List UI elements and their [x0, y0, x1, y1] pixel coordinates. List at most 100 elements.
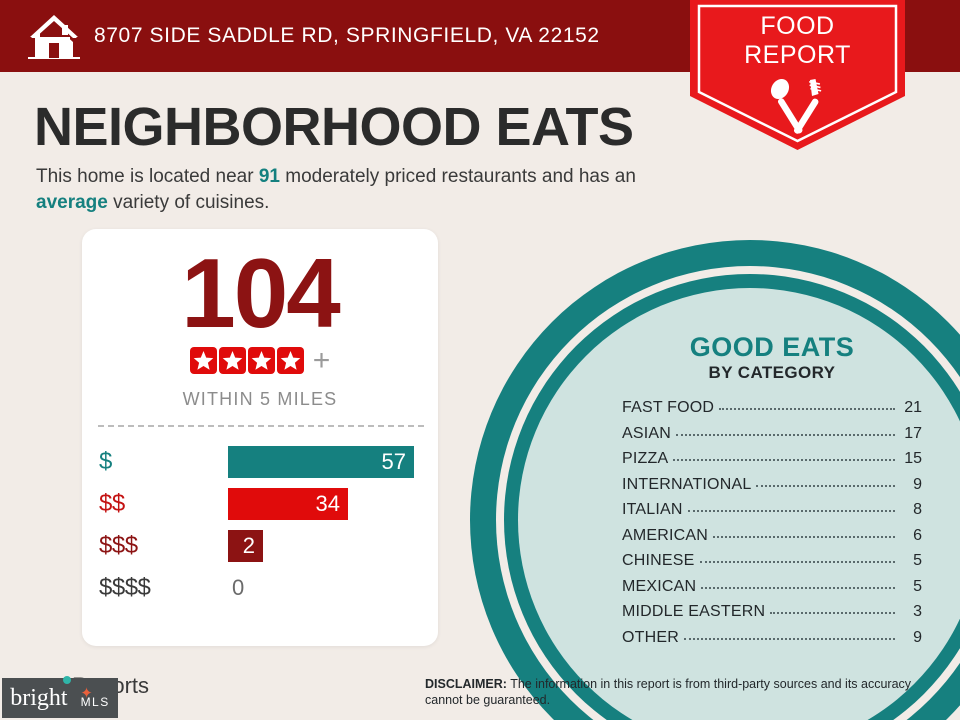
category-count: 17 — [904, 424, 922, 442]
badge-shield-shape — [690, 0, 905, 150]
category-count: 9 — [913, 475, 922, 493]
plus-sign: + — [312, 344, 331, 377]
logo-wordmark: bright ✦ — [10, 676, 93, 711]
price-bar-track: 34 — [228, 488, 348, 520]
good-eats-row: AMERICAN 6 — [622, 527, 922, 553]
house-icon — [28, 15, 80, 59]
price-bar-value: 34 — [315, 491, 340, 516]
dot-leader — [701, 586, 895, 589]
logo-mls-text: MLS — [80, 695, 110, 709]
category-label: MEXICAN — [622, 577, 697, 595]
star-icon — [247, 347, 275, 374]
spoon-fork-icon — [770, 78, 822, 134]
within-radius-label: WITHIN 5 MILES — [182, 389, 338, 409]
good-eats-row: MIDDLE EASTERN 3 — [622, 603, 922, 629]
category-count: 5 — [913, 552, 922, 569]
category-label: MIDDLE EASTERN — [622, 603, 766, 620]
price-level-label: $ — [99, 448, 112, 475]
page-title: NEIGHBORHOOD EATS — [34, 97, 634, 157]
subtitle-text-3: variety of cuisines. — [107, 192, 270, 213]
star-icon — [218, 347, 246, 374]
price-bar-row: $57 — [82, 441, 438, 483]
good-eats-subtitle: BY CATEGORY — [708, 363, 836, 382]
page-subtitle: This home is located near 91 moderately … — [36, 164, 666, 216]
category-count: 8 — [913, 501, 922, 518]
category-label: CHINESE — [622, 552, 695, 569]
star-icon — [189, 347, 217, 374]
property-address: 8707 SIDE SADDLE RD, SPRINGFIELD, VA 221… — [94, 24, 600, 47]
category-label: INTERNATIONAL — [622, 475, 752, 493]
header-content: 8707 SIDE SADDLE RD, SPRINGFIELD, VA 221… — [28, 0, 600, 72]
price-level-chart: $57 $$ 34 $$$ 2 $$$$ 0 — [82, 441, 438, 609]
brightmls-logo: bright ✦ MLS — [2, 676, 118, 718]
price-bar-fill: 2 — [228, 530, 263, 562]
dot-leader — [756, 484, 895, 487]
price-bar-fill: 57 — [228, 446, 414, 478]
food-report-badge: FOOD REPORT — [690, 0, 905, 150]
star-icon — [276, 347, 304, 374]
category-count: 5 — [913, 577, 922, 595]
category-count: 9 — [913, 628, 922, 646]
category-label: AMERICAN — [622, 526, 709, 544]
price-bar-track: 57 — [228, 446, 414, 478]
badge-line-2: REPORT — [744, 41, 851, 69]
subtitle-count-highlight: 91 — [258, 166, 280, 187]
price-bar-row: $$$$ 0 — [82, 567, 438, 609]
good-eats-row: ASIAN 17 — [622, 425, 922, 451]
good-eats-title: GOOD EATS — [689, 332, 855, 362]
category-label: FAST FOOD — [622, 399, 715, 416]
restaurant-stats-card: 104 + WITHIN 5 MILES $57 $$ 34 $$$ 2 $$$$ 0 — [82, 229, 438, 646]
price-bar-row: $$$ 2 — [82, 525, 438, 567]
good-eats-panel: GOOD EATS BY CATEGORY FAST FOOD 21 ASIAN 17… — [622, 332, 922, 654]
category-count: 21 — [904, 399, 922, 416]
price-bar-value: 0 — [232, 575, 245, 600]
dot-leader — [770, 612, 895, 614]
good-eats-row: OTHER 9 — [622, 629, 922, 655]
category-label: PIZZA — [622, 450, 669, 467]
price-bar-track: 0 — [228, 572, 244, 604]
subtitle-text-1: This home is located near — [36, 166, 259, 187]
price-bar-value: 57 — [381, 449, 406, 474]
price-bar-value: 2 — [242, 533, 255, 558]
price-level-label: $$$$ — [99, 574, 151, 601]
subtitle-variety-highlight: average — [36, 192, 108, 213]
star-rating: + — [82, 344, 438, 377]
teal-circle-graphic — [470, 240, 960, 720]
disclaimer-label: DISCLAIMER: — [425, 677, 507, 691]
circle-inner-fill — [518, 288, 960, 720]
restaurant-count: 104 — [181, 238, 341, 348]
category-label: ASIAN — [622, 424, 672, 442]
good-eats-row: PIZZA 15 — [622, 450, 922, 476]
badge-line-1: FOOD — [760, 12, 835, 40]
good-eats-list: FAST FOOD 21 ASIAN 17 PIZZA 15 INTERNATIONAL 9 I… — [622, 399, 922, 654]
good-eats-row: CHINESE 5 — [622, 552, 922, 578]
category-label: OTHER — [622, 628, 679, 646]
good-eats-row: ITALIAN 8 — [622, 501, 922, 527]
dot-leader — [684, 637, 895, 640]
dot-leader — [676, 433, 895, 436]
price-level-label: $$ — [99, 490, 125, 517]
category-count: 15 — [904, 450, 922, 467]
price-bar-row: $$ 34 — [82, 483, 438, 525]
price-bar-fill: 34 — [228, 488, 348, 520]
logo-text: bright — [10, 685, 68, 711]
subtitle-text-2: moderately priced restaurants and has an — [279, 166, 636, 187]
dot-leader — [719, 408, 895, 410]
dot-leader — [699, 561, 895, 563]
good-eats-row: MEXICAN 5 — [622, 578, 922, 604]
logo-spark-icon: ✦ — [80, 686, 93, 702]
category-label: ITALIAN — [622, 501, 683, 518]
logo-dot-icon — [63, 676, 72, 684]
disclaimer-text: The information in this report is from t… — [425, 677, 912, 707]
category-count: 6 — [913, 526, 922, 544]
dot-leader — [673, 459, 895, 461]
dot-leader — [687, 510, 895, 512]
good-eats-row: INTERNATIONAL 9 — [622, 476, 922, 502]
price-level-label: $$$ — [99, 532, 138, 559]
dot-leader — [713, 535, 895, 538]
good-eats-row: FAST FOOD 21 — [622, 399, 922, 425]
category-count: 3 — [913, 603, 922, 620]
disclaimer: DISCLAIMER: The information in this repo… — [425, 676, 945, 708]
price-bar-track: 2 — [228, 530, 263, 562]
